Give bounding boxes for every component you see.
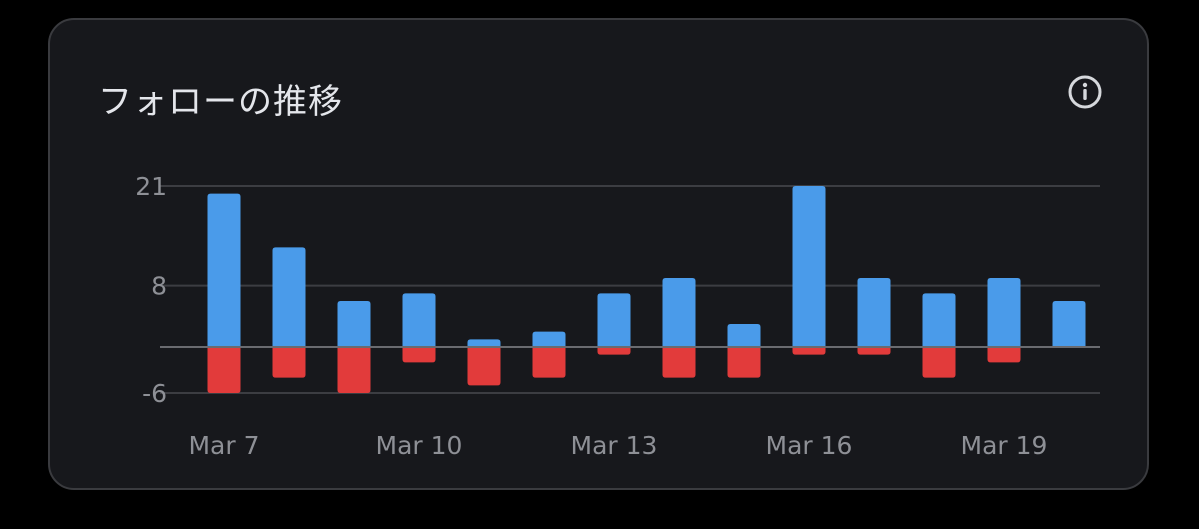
bar-follows (662, 278, 696, 347)
bar-follows (207, 193, 241, 347)
bar-unfollows (922, 347, 956, 378)
y-tick-label: 21 (135, 172, 167, 201)
bar-follows (402, 293, 436, 347)
bar-follows (727, 324, 761, 347)
x-tick-label: Mar 10 (376, 431, 463, 460)
bar-unfollows (792, 347, 826, 355)
bar-unfollows (987, 347, 1021, 363)
bar-unfollows (402, 347, 436, 363)
bar-follows (857, 278, 891, 347)
bar-unfollows (467, 347, 501, 386)
x-tick-label: Mar 13 (571, 431, 658, 460)
bar-follows (272, 247, 306, 347)
bar-unfollows (207, 347, 241, 393)
bar-follows (922, 293, 956, 347)
x-tick-label: Mar 19 (961, 431, 1048, 460)
y-tick-label: -6 (142, 379, 167, 408)
follow-bar-chart: 21 8 -6 Mar 7 Mar 10 Mar 13 Mar 16 Mar 19 (135, 172, 1100, 460)
y-tick-label: 8 (151, 272, 167, 301)
card-title: フォローの推移 (98, 82, 343, 122)
bar-follows (1052, 301, 1086, 347)
x-tick-label: Mar 16 (766, 431, 853, 460)
bar-unfollows (662, 347, 696, 378)
follow-trend-card: フォローの推移 21 8 -6 Mar 7 Mar 10 Mar 13 Mar 16 Mar … (48, 18, 1149, 490)
bar-follows (987, 278, 1021, 347)
bar-follows (597, 293, 631, 347)
bar-follows (532, 331, 566, 347)
bar-follows (337, 301, 371, 347)
x-tick-label: Mar 7 (188, 431, 259, 460)
bar-follows (467, 339, 501, 347)
info-circle-icon (1068, 75, 1102, 109)
info-button[interactable] (1065, 72, 1105, 112)
bar-unfollows (272, 347, 306, 378)
bar-unfollows (857, 347, 891, 355)
bar-unfollows (727, 347, 761, 378)
bar-unfollows (532, 347, 566, 378)
bar-unfollows (597, 347, 631, 355)
bar-follows (792, 186, 826, 347)
bar-unfollows (337, 347, 371, 393)
